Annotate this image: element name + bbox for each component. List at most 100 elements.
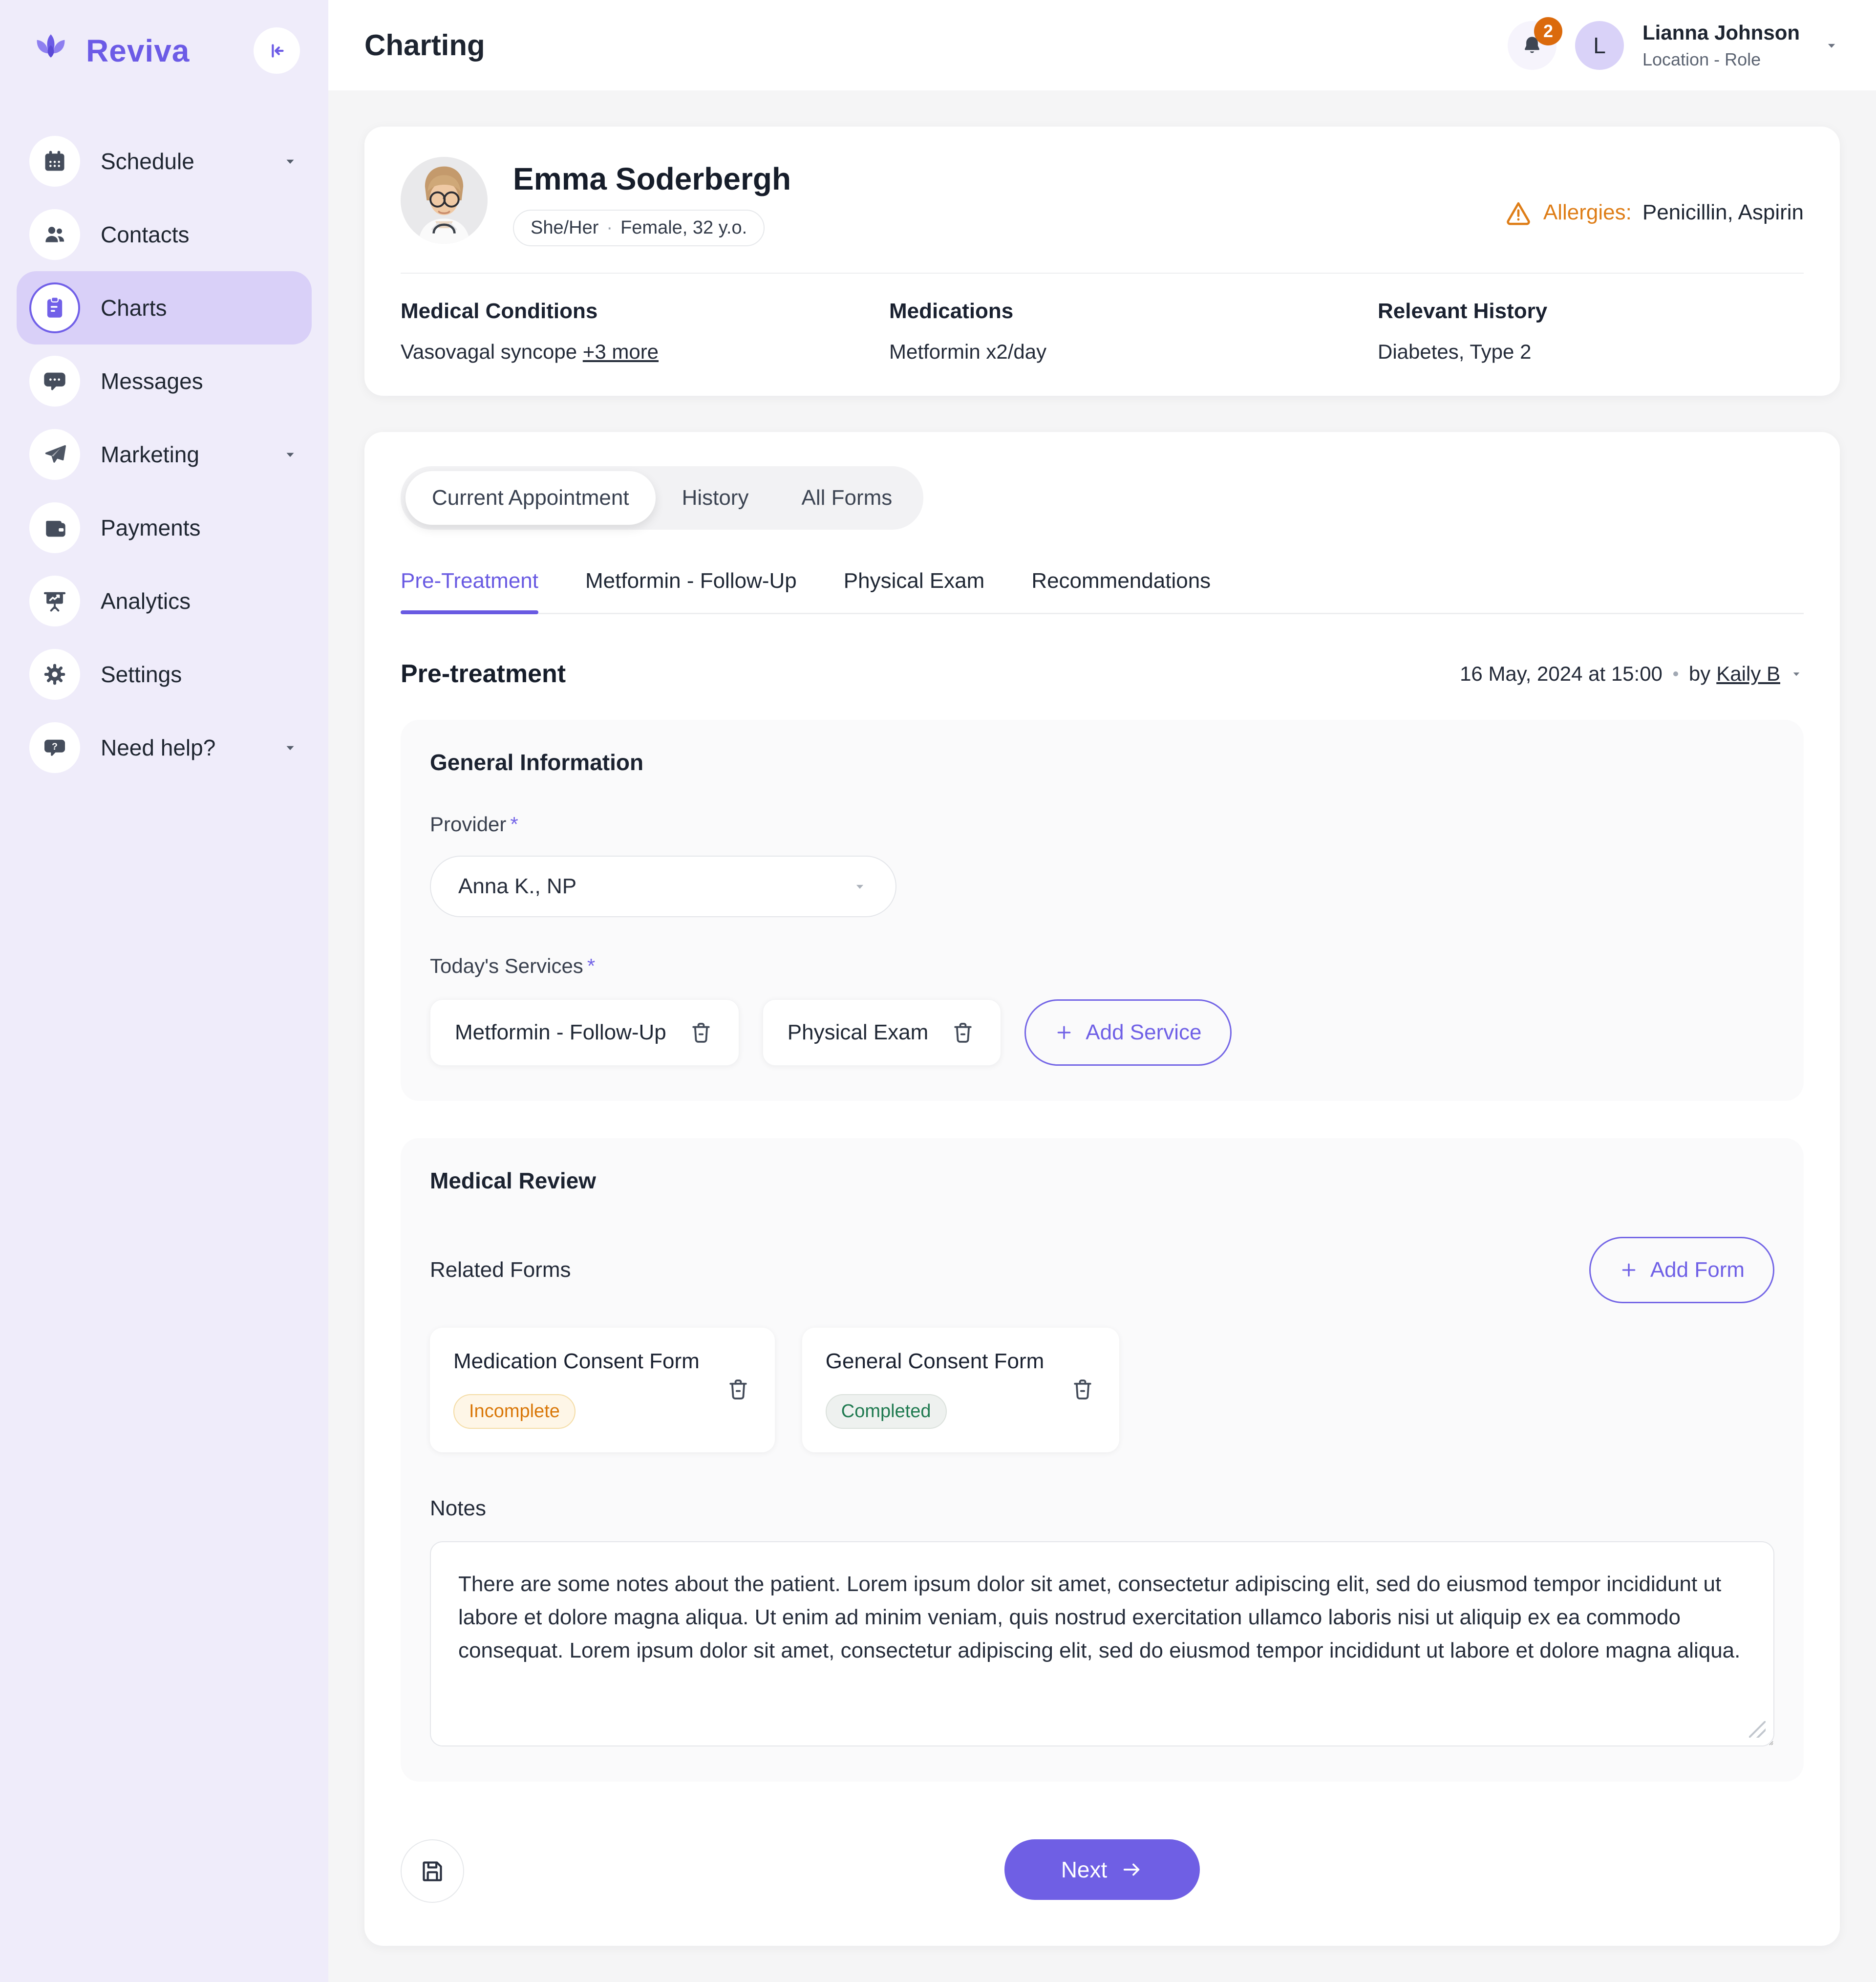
- notes-field-wrap: There are some notes about the patient. …: [430, 1541, 1774, 1746]
- calendar-icon: [29, 136, 80, 187]
- sidebar-item-label: Analytics: [101, 588, 191, 614]
- app-name: Reviva: [86, 33, 190, 68]
- summary-label: Relevant History: [1378, 299, 1548, 323]
- conditions-value: Vasovagal syncope: [401, 340, 577, 363]
- sidebar-item-messages[interactable]: Messages: [17, 345, 312, 418]
- add-service-label: Add Service: [1086, 1020, 1202, 1044]
- avatar-initial: L: [1593, 32, 1606, 58]
- sidebar-item-label: Settings: [101, 662, 182, 687]
- sidebar-item-marketing[interactable]: Marketing: [17, 418, 312, 491]
- patient-summary: Medical Conditions Vasovagal syncope +3 …: [401, 299, 1804, 364]
- sidebar-collapse-button[interactable]: [254, 27, 300, 74]
- subtab-recommendations[interactable]: Recommendations: [1031, 569, 1211, 593]
- megaphone-icon: [29, 429, 80, 480]
- allergies-label: Allergies:: [1543, 200, 1632, 224]
- more-conditions-link[interactable]: +3 more: [582, 340, 659, 363]
- medical-review-panel: Medical Review Related Forms Add Form Me…: [401, 1138, 1804, 1782]
- next-button[interactable]: Next: [1004, 1839, 1200, 1900]
- bell-icon: [1521, 34, 1543, 57]
- clipboard-icon: [29, 282, 80, 333]
- content: Emma Soderbergh She/Her · Female, 32 y.o…: [328, 90, 1876, 1982]
- sidebar-item-label: Contacts: [101, 222, 190, 247]
- user-name: Lianna Johnson: [1642, 21, 1800, 44]
- sidebar-item-label: Marketing: [101, 442, 199, 467]
- form-card-main: Medication Consent Form Incomplete: [453, 1349, 700, 1429]
- user-location-role: Location - Role: [1642, 49, 1761, 70]
- section-meta: 16 May, 2024 at 15:00 by Kaily B: [1460, 662, 1804, 686]
- patient-demographics-pill: She/Her · Female, 32 y.o.: [513, 210, 765, 246]
- collapse-icon: [266, 40, 288, 62]
- provider-value: Anna K., NP: [458, 874, 577, 898]
- charting-card: Current Appointment History All Forms Pr…: [364, 432, 1840, 1946]
- provider-select[interactable]: Anna K., NP: [430, 856, 896, 917]
- author-link[interactable]: Kaily B: [1716, 662, 1780, 685]
- delete-form-button[interactable]: [725, 1376, 751, 1402]
- sidebar-item-settings[interactable]: Settings: [17, 638, 312, 711]
- summary-relevant-history: Relevant History Diabetes, Type 2: [1378, 299, 1547, 364]
- form-card-general-consent[interactable]: General Consent Form Completed: [802, 1328, 1120, 1452]
- chevron-down-icon: [281, 739, 299, 756]
- services-label-text: Today's Services: [430, 954, 583, 977]
- patient-name: Emma Soderbergh: [513, 161, 791, 196]
- user-menu-chevron-icon[interactable]: [1823, 37, 1840, 54]
- by-label: by: [1688, 662, 1711, 685]
- provider-label: Provider *: [430, 813, 1774, 836]
- save-button[interactable]: [401, 1839, 464, 1903]
- related-forms-label: Related Forms: [430, 1258, 571, 1282]
- tab-history[interactable]: History: [682, 486, 749, 510]
- delete-service-button[interactable]: [950, 1019, 976, 1046]
- section-datetime: 16 May, 2024 at 15:00: [1460, 662, 1663, 685]
- subtab-metformin-follow-up[interactable]: Metformin - Follow-Up: [585, 569, 797, 593]
- topbar-right: 2 L Lianna Johnson Location - Role: [1507, 17, 1840, 71]
- warning-icon: [1504, 198, 1533, 227]
- tab-current-appointment[interactable]: Current Appointment: [405, 471, 656, 525]
- form-card-medication-consent[interactable]: Medication Consent Form Incomplete: [430, 1328, 775, 1452]
- summary-value: Metformin x2/day: [889, 340, 1047, 363]
- page-title: Charting: [364, 29, 485, 62]
- section-title: Pre-treatment: [401, 660, 566, 688]
- sidebar-item-contacts[interactable]: Contacts: [17, 198, 312, 271]
- delete-service-button[interactable]: [688, 1019, 714, 1046]
- appointment-tabs: Current Appointment History All Forms: [401, 466, 924, 530]
- patient-header: Emma Soderbergh She/Her · Female, 32 y.o…: [401, 157, 1804, 246]
- svg-text:?: ?: [52, 741, 58, 752]
- user-avatar[interactable]: L: [1575, 21, 1624, 70]
- sidebar-item-schedule[interactable]: Schedule: [17, 125, 312, 198]
- sidebar-item-label: Need help?: [101, 735, 216, 760]
- help-icon: ?: [29, 722, 80, 773]
- summary-medical-conditions: Medical Conditions Vasovagal syncope +3 …: [401, 299, 889, 364]
- pill-separator: ·: [606, 217, 613, 238]
- summary-label: Medical Conditions: [401, 299, 598, 323]
- sidebar-item-need-help[interactable]: ? Need help?: [17, 711, 312, 784]
- service-chip-label: Physical Exam: [787, 1020, 929, 1044]
- add-form-label: Add Form: [1650, 1258, 1745, 1282]
- tab-all-forms[interactable]: All Forms: [801, 486, 893, 510]
- main-area: Charting 2 L Lianna Johnson Location - R…: [328, 0, 1876, 1982]
- notifications-button[interactable]: 2: [1507, 17, 1562, 70]
- subtab-physical-exam[interactable]: Physical Exam: [843, 569, 985, 593]
- summary-value: Diabetes, Type 2: [1378, 340, 1532, 363]
- forms-row: Medication Consent Form Incomplete: [430, 1328, 1774, 1452]
- sidebar-item-payments[interactable]: Payments: [17, 491, 312, 564]
- general-information-title: General Information: [430, 750, 644, 775]
- form-name: Medication Consent Form: [453, 1349, 700, 1373]
- add-service-button[interactable]: Add Service: [1024, 999, 1232, 1066]
- analytics-icon: [29, 576, 80, 626]
- next-label: Next: [1061, 1857, 1108, 1882]
- notes-label: Notes: [430, 1496, 486, 1520]
- sidebar-item-charts[interactable]: Charts: [17, 271, 312, 345]
- add-form-button[interactable]: Add Form: [1589, 1237, 1774, 1303]
- plus-icon: [1054, 1023, 1074, 1042]
- delete-form-button[interactable]: [1069, 1376, 1096, 1402]
- status-badge: Completed: [825, 1394, 947, 1429]
- patient-demographics: Female, 32 y.o.: [620, 217, 747, 238]
- plus-icon: [1619, 1260, 1639, 1280]
- patient-identity: Emma Soderbergh She/Her · Female, 32 y.o…: [513, 157, 791, 246]
- patient-photo: [401, 157, 488, 244]
- author-chevron-icon[interactable]: [1789, 667, 1804, 681]
- gear-icon: [29, 649, 80, 700]
- sidebar-item-analytics[interactable]: Analytics: [17, 564, 312, 638]
- section-head: Pre-treatment 16 May, 2024 at 15:00 by K…: [401, 659, 1804, 689]
- notes-textarea[interactable]: There are some notes about the patient. …: [430, 1541, 1774, 1746]
- subtab-pre-treatment[interactable]: Pre-Treatment: [401, 569, 539, 614]
